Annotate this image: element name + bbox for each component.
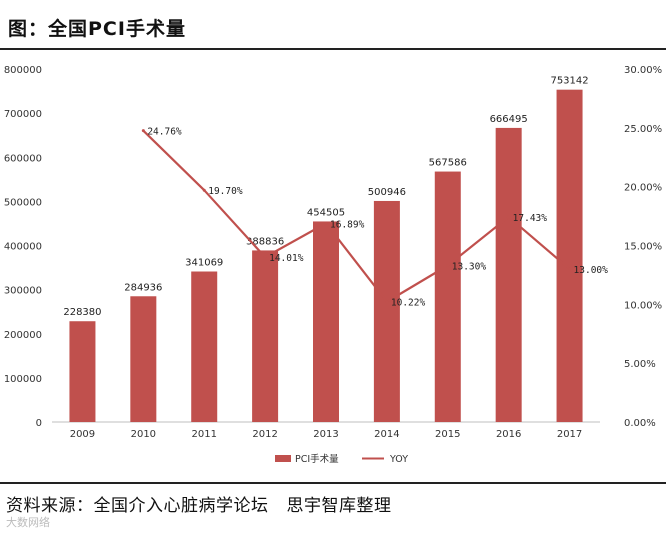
left-tick-label: 200000 — [4, 330, 42, 341]
right-tick-label: 20.00% — [624, 183, 662, 194]
bar-value-label: 567586 — [429, 158, 467, 169]
right-tick-label: 15.00% — [624, 242, 662, 253]
left-axis: 0 100000 200000 300000 400000 500000 600000 700… — [4, 65, 42, 429]
x-tick-label: 2010 — [131, 429, 156, 440]
right-axis: 0.00% 5.00% 10.00% 15.00% 20.00% 25.00% 30.00% — [624, 65, 662, 429]
bar-value-label: 284936 — [124, 282, 162, 293]
yoy-point — [324, 221, 328, 225]
yoy-point — [202, 188, 206, 192]
bar-value-label: 666495 — [490, 114, 528, 125]
x-tick-label: 2016 — [496, 429, 521, 440]
source-divider — [0, 482, 666, 484]
right-tick-label: 10.00% — [624, 300, 662, 311]
yoy-point — [263, 255, 267, 259]
yoy-value-label: 24.76% — [147, 127, 182, 138]
yoy-line — [142, 129, 571, 303]
right-tick-label: 25.00% — [624, 124, 662, 135]
legend-bar-swatch — [275, 455, 291, 462]
yoy-value-label: 10.22% — [391, 298, 426, 309]
bar-value-label: 341069 — [185, 258, 223, 269]
bar — [556, 89, 583, 423]
right-tick-label: 5.00% — [624, 359, 656, 370]
source-note: 资料来源：全国介入心脏病学论坛 思宇智库整理 — [6, 491, 392, 516]
bar-value-label: 228380 — [63, 307, 101, 318]
yoy-point — [385, 300, 389, 304]
bar-value-label: 454505 — [307, 207, 345, 218]
yoy-series: 24.76% 19.70% 14.01% 16.89% 10.22% 13.30% 17.4… — [141, 127, 609, 309]
left-tick-label: 100000 — [4, 374, 42, 385]
bar-value-label: 500946 — [368, 187, 406, 198]
bar — [373, 200, 400, 422]
yoy-point — [141, 129, 145, 133]
yoy-value-label: 19.70% — [208, 186, 243, 197]
yoy-point — [568, 267, 572, 271]
x-tick-label: 2013 — [313, 429, 338, 440]
left-tick-label: 500000 — [4, 197, 42, 208]
bar-series: 228380 284936 341069 388836 454505 500946 5675… — [63, 76, 589, 423]
right-tick-label: 0.00% — [624, 418, 656, 429]
title-divider — [0, 48, 666, 50]
bar — [434, 171, 461, 422]
right-tick-label: 30.00% — [624, 65, 662, 76]
bar-value-label: 388836 — [246, 236, 284, 247]
source-prefix: 资料来源：全国介入心脏病学论坛 — [6, 496, 269, 516]
bar — [191, 271, 218, 422]
bar — [495, 127, 522, 422]
bar — [252, 250, 279, 422]
x-tick-label: 2015 — [435, 429, 460, 440]
left-tick-label: 400000 — [4, 242, 42, 253]
yoy-value-label: 17.43% — [513, 213, 548, 224]
left-tick-label: 0 — [36, 418, 42, 429]
legend-bar-label: PCI手术量 — [295, 453, 339, 465]
watermark-logo: 大数网络 — [6, 516, 50, 529]
legend-line-label: YOY — [389, 454, 408, 465]
x-tick-label: 2012 — [252, 429, 277, 440]
bar — [130, 296, 157, 422]
left-tick-label: 600000 — [4, 153, 42, 164]
yoy-point — [507, 215, 511, 219]
pci-chart: 0 100000 200000 300000 400000 500000 600000 700… — [4, 65, 662, 465]
x-tick-label: 2009 — [70, 429, 95, 440]
legend: PCI手术量 YOY — [275, 453, 408, 465]
x-tick-label: 2017 — [557, 429, 582, 440]
yoy-point — [446, 264, 450, 268]
bar — [69, 321, 96, 422]
yoy-value-label: 16.89% — [330, 219, 365, 230]
x-tick-label: 2014 — [374, 429, 399, 440]
yoy-value-label: 13.30% — [452, 262, 487, 273]
left-tick-label: 300000 — [4, 286, 42, 297]
yoy-value-label: 13.00% — [574, 265, 609, 276]
yoy-value-label: 14.01% — [269, 253, 304, 264]
chart-title: 图：全国PCI手术量 — [8, 18, 186, 40]
left-tick-label: 800000 — [4, 65, 42, 76]
left-tick-label: 700000 — [4, 109, 42, 120]
bar-value-label: 753142 — [550, 76, 588, 87]
x-axis: 2009 2010 2011 2012 2013 2014 2015 2016 2017 — [52, 421, 600, 440]
source-suffix: 思宇智库整理 — [286, 496, 392, 516]
bar — [313, 221, 339, 422]
x-tick-label: 2011 — [191, 429, 216, 440]
